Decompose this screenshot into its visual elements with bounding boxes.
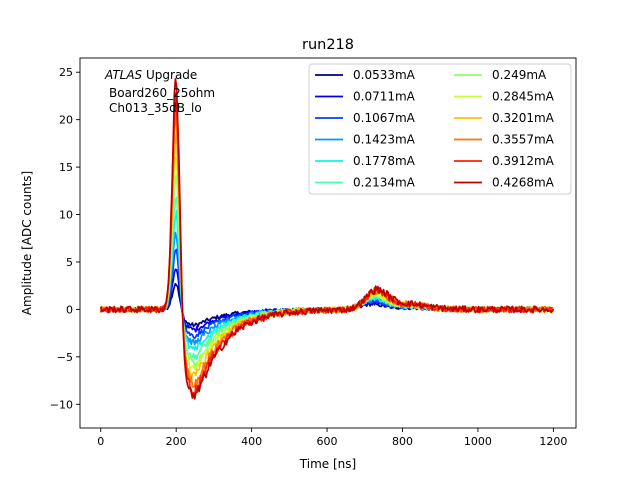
y-axis-label: Amplitude [ADC counts] xyxy=(20,171,34,315)
y-tick-label: 15 xyxy=(59,161,73,174)
y-tick-label: 10 xyxy=(59,209,73,222)
y-tick-label: −5 xyxy=(57,351,73,364)
legend: 0.0533mA 0.0711mA 0.1067mA 0.1423mA 0.1778mA… xyxy=(308,63,572,195)
y-tick-label: 0 xyxy=(66,303,73,316)
plot-area: 0 200 400 600 800 1000 1200 −10 −5 0 5 10 15 20 25 xyxy=(50,57,577,448)
legend-label: 0.3912mA xyxy=(492,154,555,168)
x-axis-label: Time [ns] xyxy=(299,457,356,471)
legend-frame xyxy=(308,63,572,195)
x-ticks: 0 200 400 600 800 1000 1200 xyxy=(97,428,567,448)
series-layer xyxy=(99,77,555,400)
upgrade-label: Upgrade xyxy=(142,68,197,82)
legend-label: 0.2134mA xyxy=(353,176,416,190)
y-tick-label: 5 xyxy=(66,256,73,269)
channel-label: Ch013_35dB_lo xyxy=(109,101,202,115)
legend-label: 0.0711mA xyxy=(353,90,416,104)
legend-label: 0.2845mA xyxy=(492,90,555,104)
y-tick-label: 20 xyxy=(59,114,73,127)
legend-label: 0.249mA xyxy=(492,68,547,82)
legend-label: 0.1423mA xyxy=(353,133,416,147)
legend-label: 0.4268mA xyxy=(492,176,555,190)
x-tick-label: 400 xyxy=(241,435,262,448)
x-tick-label: 1000 xyxy=(464,435,492,448)
legend-label: 0.3201mA xyxy=(492,111,555,125)
y-tick-label: −10 xyxy=(50,398,73,411)
y-ticks: −10 −5 0 5 10 15 20 25 xyxy=(50,66,80,411)
chart-title: run218 xyxy=(302,37,354,53)
series-line xyxy=(99,77,555,400)
y-tick-label: 25 xyxy=(59,66,73,79)
x-tick-label: 0 xyxy=(97,435,104,448)
legend-label: 0.1067mA xyxy=(353,111,416,125)
axes-frame xyxy=(79,57,577,429)
legend-label: 0.3557mA xyxy=(492,133,555,147)
x-tick-label: 800 xyxy=(392,435,413,448)
atlas-annotation-line1: ATLAS Upgrade xyxy=(104,68,197,82)
legend-label: 0.0533mA xyxy=(353,68,416,82)
x-tick-label: 1200 xyxy=(539,435,567,448)
atlas-label: ATLAS xyxy=(104,68,143,82)
legend-label: 0.1778mA xyxy=(353,154,416,168)
x-tick-label: 600 xyxy=(317,435,338,448)
board-label: Board260_25ohm xyxy=(109,86,215,100)
atlas-annotation: ATLAS Upgrade Board260_25ohm Ch013_35dB_… xyxy=(104,68,215,115)
x-tick-label: 200 xyxy=(166,435,187,448)
